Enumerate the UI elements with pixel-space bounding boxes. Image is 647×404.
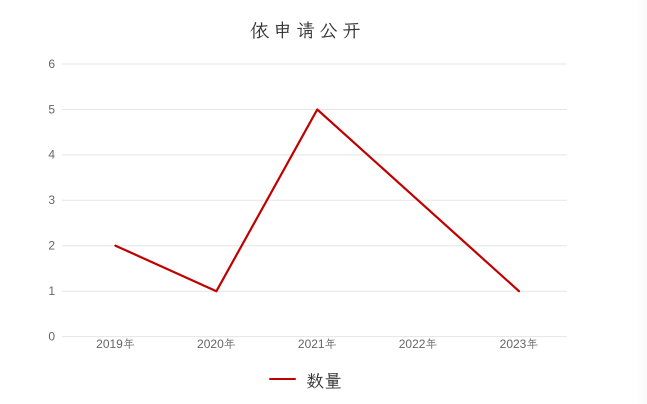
svg-text:1: 1 (48, 284, 55, 298)
svg-text:2023年: 2023年 (500, 337, 539, 351)
svg-text:2021年: 2021年 (298, 337, 337, 351)
svg-text:4: 4 (48, 148, 55, 162)
svg-text:2019年: 2019年 (96, 337, 135, 351)
svg-text:6: 6 (48, 57, 55, 71)
svg-text:2: 2 (48, 239, 55, 253)
svg-text:5: 5 (48, 102, 55, 116)
svg-text:0: 0 (48, 329, 55, 343)
svg-text:3: 3 (48, 193, 55, 207)
svg-text:2022年: 2022年 (399, 337, 438, 351)
svg-text:2020年: 2020年 (197, 337, 236, 351)
